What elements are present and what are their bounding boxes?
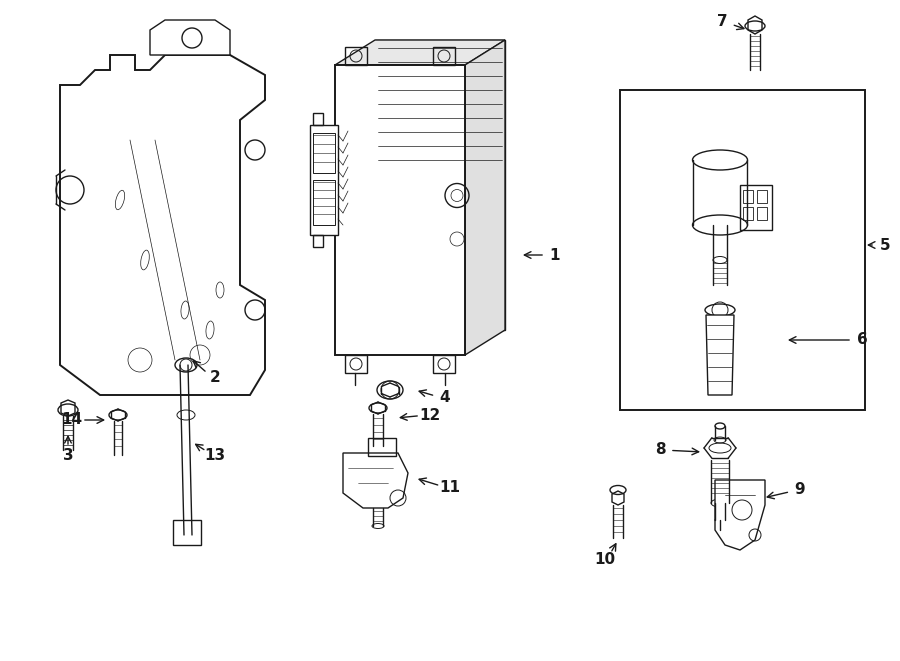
Text: 13: 13	[204, 447, 226, 463]
Bar	[743, 190, 753, 203]
Text: 14: 14	[61, 412, 83, 428]
Polygon shape	[150, 20, 230, 55]
Polygon shape	[706, 315, 734, 395]
Polygon shape	[375, 40, 505, 330]
Bar	[310, 125, 338, 235]
Text: 4: 4	[440, 391, 450, 405]
Bar	[757, 190, 767, 203]
Text: 11: 11	[439, 481, 461, 496]
Text: 9: 9	[795, 483, 806, 498]
Text: 12: 12	[419, 407, 441, 422]
Bar	[740, 185, 772, 230]
Text: 3: 3	[63, 447, 73, 463]
Bar	[345, 47, 367, 65]
Bar	[757, 207, 767, 220]
Bar	[433, 47, 455, 65]
Bar	[620, 90, 865, 410]
Text: 8: 8	[654, 442, 665, 457]
Bar	[368, 438, 396, 456]
Text: 2: 2	[210, 371, 220, 385]
Text: 5: 5	[879, 237, 890, 253]
Polygon shape	[465, 40, 505, 355]
Bar	[345, 355, 367, 373]
Polygon shape	[60, 55, 265, 395]
Bar	[335, 65, 465, 355]
Text: 7: 7	[716, 15, 727, 30]
Bar	[313, 235, 323, 247]
Text: 10: 10	[594, 553, 616, 568]
Polygon shape	[343, 453, 408, 508]
Polygon shape	[335, 40, 505, 65]
Bar	[313, 133, 335, 173]
Bar	[313, 113, 323, 125]
Text: 1: 1	[550, 247, 560, 262]
Bar	[433, 355, 455, 373]
Bar	[173, 520, 201, 545]
Bar	[743, 207, 753, 220]
Polygon shape	[715, 480, 765, 550]
Text: 6: 6	[857, 332, 868, 348]
Bar	[313, 180, 335, 225]
